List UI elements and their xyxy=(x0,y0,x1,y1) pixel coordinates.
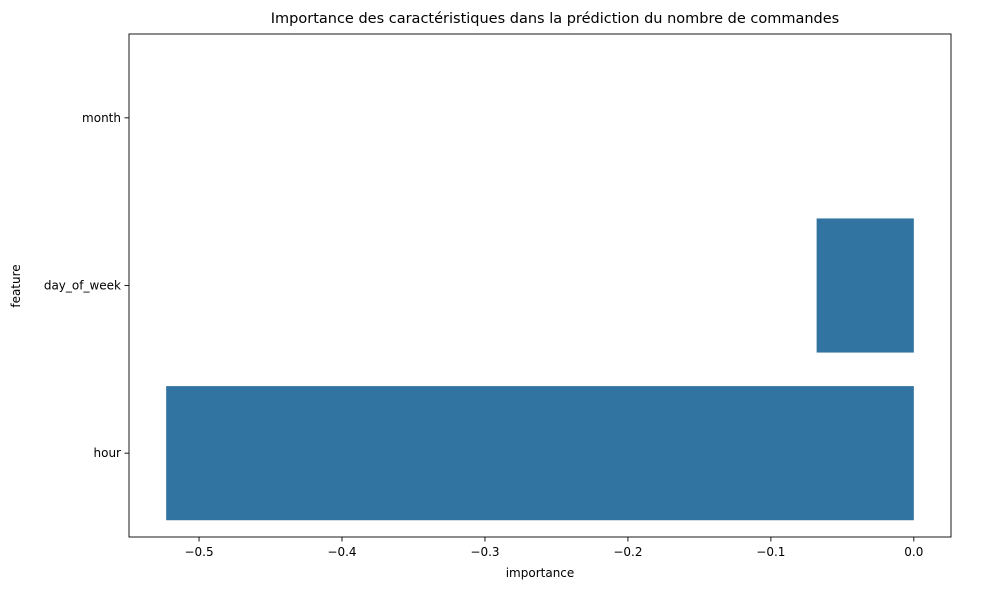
x-tick-label: −0.5 xyxy=(184,545,213,559)
bars-layer xyxy=(166,218,914,521)
x-axis-ticks: −0.5 −0.4 −0.3 −0.2 −0.1 0.0 xyxy=(184,537,923,559)
bar-day_of_week xyxy=(816,218,914,353)
x-tick-label: −0.3 xyxy=(470,545,499,559)
chart-title: Importance des caractéristiques dans la … xyxy=(271,11,839,27)
y-tick-label: day_of_week xyxy=(44,279,121,293)
y-axis-label: feature xyxy=(9,264,23,307)
x-tick-label: −0.2 xyxy=(613,545,642,559)
x-axis-label: importance xyxy=(506,566,575,580)
bar-hour xyxy=(166,386,914,521)
x-tick-label: −0.1 xyxy=(756,545,785,559)
y-tick-label: month xyxy=(82,111,121,125)
x-tick-label: 0.0 xyxy=(904,545,923,559)
x-tick-label: −0.4 xyxy=(327,545,356,559)
y-tick-label: hour xyxy=(94,446,122,460)
